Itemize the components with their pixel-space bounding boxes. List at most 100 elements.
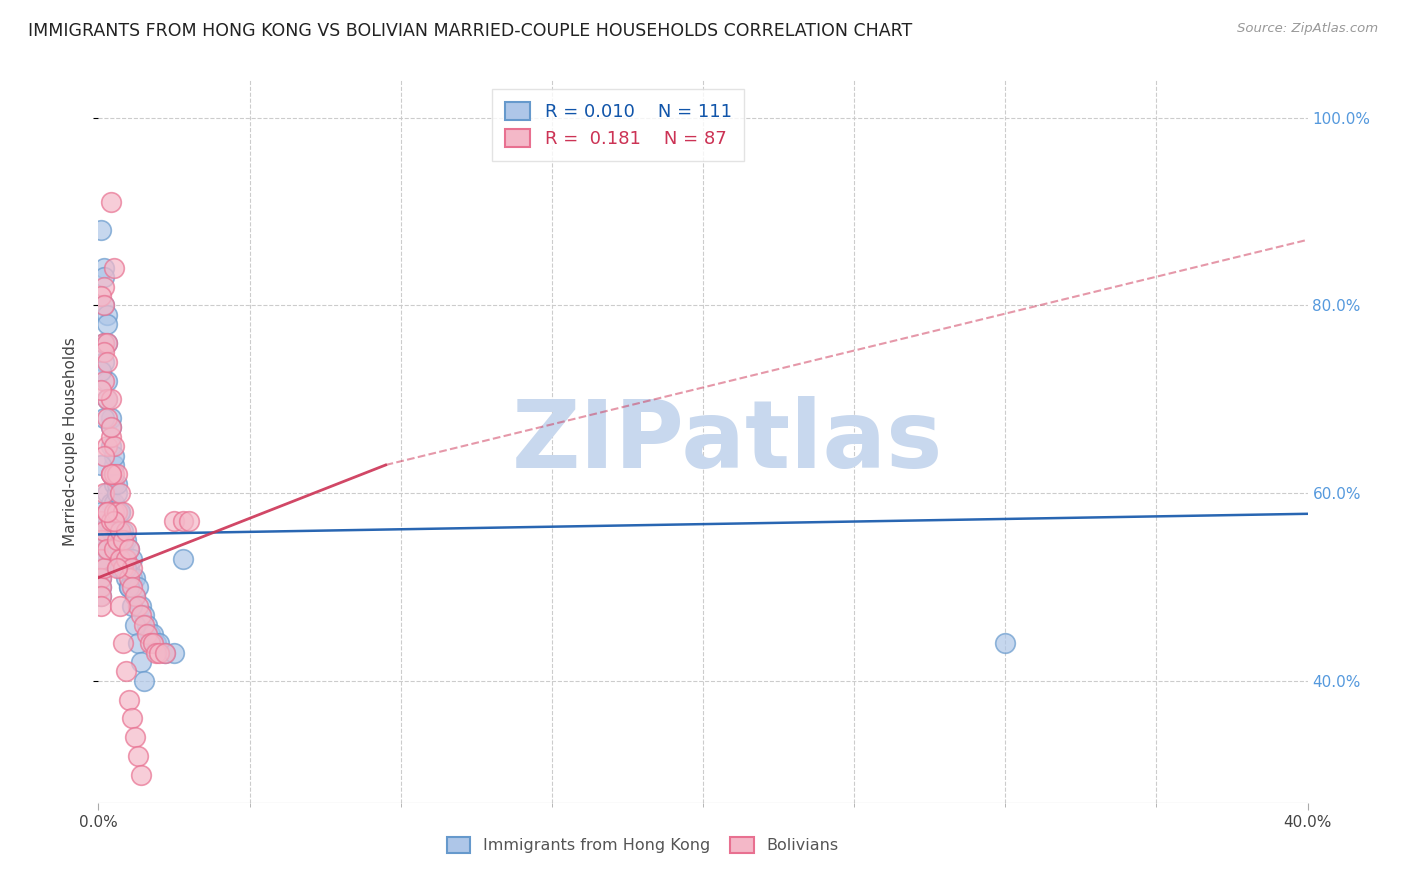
Point	[90, 514, 112, 528]
Point	[127, 599, 149, 613]
Point	[135, 617, 157, 632]
Point	[100, 524, 122, 538]
Point	[96, 374, 118, 388]
Point	[96, 392, 118, 407]
Point	[93, 411, 115, 425]
Point	[103, 476, 125, 491]
Point	[103, 458, 125, 472]
Point	[114, 571, 136, 585]
Point	[103, 533, 125, 547]
Point	[127, 636, 149, 650]
Point	[129, 608, 152, 623]
Point	[96, 336, 118, 351]
Point	[93, 298, 115, 312]
Point	[114, 551, 136, 566]
Point	[100, 467, 122, 482]
Text: IMMIGRANTS FROM HONG KONG VS BOLIVIAN MARRIED-COUPLE HOUSEHOLDS CORRELATION CHAR: IMMIGRANTS FROM HONG KONG VS BOLIVIAN MA…	[28, 22, 912, 40]
Point	[103, 542, 125, 557]
Legend: Immigrants from Hong Kong, Bolivians: Immigrants from Hong Kong, Bolivians	[440, 830, 845, 860]
Point	[96, 486, 118, 500]
Point	[118, 542, 141, 557]
Point	[142, 636, 165, 650]
Point	[93, 486, 115, 500]
Point	[90, 571, 112, 585]
Point	[93, 514, 115, 528]
Point	[108, 524, 131, 538]
Point	[100, 195, 122, 210]
Point	[96, 308, 118, 322]
Point	[114, 561, 136, 575]
Point	[93, 533, 115, 547]
Point	[100, 439, 122, 453]
Point	[105, 505, 128, 519]
Point	[96, 355, 118, 369]
Point	[93, 345, 115, 359]
Point	[163, 646, 186, 660]
Point	[103, 439, 125, 453]
Point	[121, 561, 143, 575]
Point	[105, 533, 128, 547]
Point	[90, 289, 112, 303]
Point	[105, 542, 128, 557]
Point	[90, 551, 112, 566]
Point	[121, 599, 143, 613]
Point	[108, 524, 131, 538]
Point	[994, 636, 1017, 650]
Point	[93, 298, 115, 312]
Point	[111, 533, 134, 547]
Point	[103, 495, 125, 509]
Point	[114, 533, 136, 547]
Point	[100, 411, 122, 425]
Point	[90, 524, 112, 538]
Point	[93, 260, 115, 275]
Point	[105, 467, 128, 482]
Point	[93, 561, 115, 575]
Point	[100, 467, 122, 482]
Point	[90, 590, 112, 604]
Point	[105, 486, 128, 500]
Point	[118, 561, 141, 575]
Point	[145, 646, 167, 660]
Point	[145, 636, 167, 650]
Point	[93, 374, 115, 388]
Point	[172, 514, 194, 528]
Point	[90, 571, 112, 585]
Point	[118, 542, 141, 557]
Point	[148, 646, 170, 660]
Point	[132, 617, 155, 632]
Point	[96, 336, 118, 351]
Point	[135, 627, 157, 641]
Point	[132, 673, 155, 688]
Point	[105, 561, 128, 575]
Y-axis label: Married-couple Households: Married-couple Households	[63, 337, 77, 546]
Point	[111, 542, 134, 557]
Point	[124, 571, 146, 585]
Point	[100, 514, 122, 528]
Point	[90, 533, 112, 547]
Point	[139, 627, 162, 641]
Point	[127, 580, 149, 594]
Point	[90, 364, 112, 378]
Point	[93, 449, 115, 463]
Point	[90, 551, 112, 566]
Point	[90, 458, 112, 472]
Point	[111, 533, 134, 547]
Point	[96, 392, 118, 407]
Point	[114, 551, 136, 566]
Point	[100, 420, 122, 434]
Point	[90, 590, 112, 604]
Point	[111, 561, 134, 575]
Point	[118, 571, 141, 585]
Point	[108, 486, 131, 500]
Point	[103, 505, 125, 519]
Point	[103, 514, 125, 528]
Point	[132, 608, 155, 623]
Point	[142, 627, 165, 641]
Point	[124, 730, 146, 744]
Point	[93, 336, 115, 351]
Text: ZIPatlas: ZIPatlas	[512, 395, 943, 488]
Point	[96, 542, 118, 557]
Point	[108, 505, 131, 519]
Point	[100, 495, 122, 509]
Point	[108, 599, 131, 613]
